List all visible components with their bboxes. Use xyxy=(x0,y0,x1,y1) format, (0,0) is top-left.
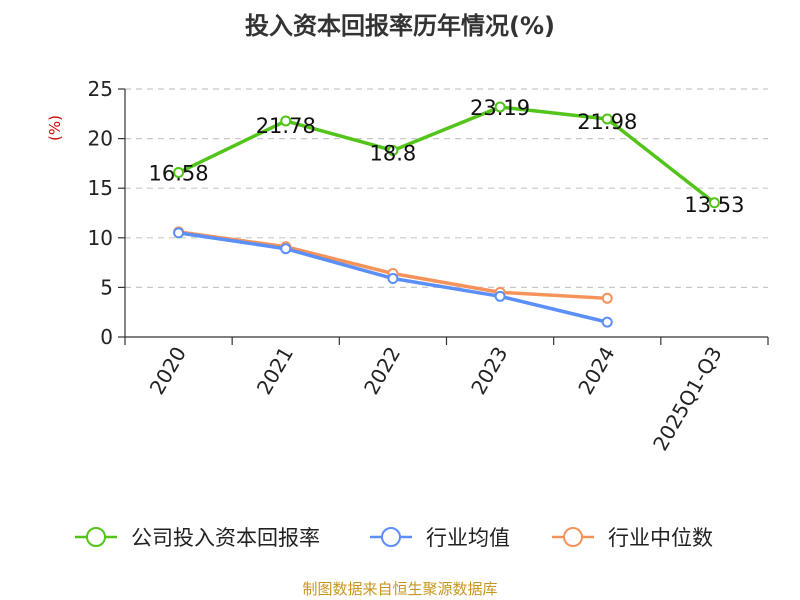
legend-label: 公司投入资本回报率 xyxy=(131,526,320,550)
data-point xyxy=(601,113,613,125)
data-point xyxy=(601,316,613,328)
x-tick-label: 2020 xyxy=(145,343,191,399)
legend: 公司投入资本回报率 行业均值 行业中位数 xyxy=(75,526,713,550)
data-point xyxy=(173,167,185,179)
data-label: 13.53 xyxy=(684,193,744,217)
y-tick-label: 10 xyxy=(88,226,113,250)
legend-label: 行业均值 xyxy=(426,526,510,550)
legend-marker xyxy=(563,527,583,547)
data-point xyxy=(494,101,506,113)
data-point xyxy=(708,197,720,209)
data-point xyxy=(494,290,506,302)
x-tick-label: 2024 xyxy=(573,343,619,399)
series-line-0 xyxy=(176,105,717,205)
x-tick-label: 2023 xyxy=(466,343,512,399)
y-tick-label: 0 xyxy=(100,325,113,349)
legend-marker xyxy=(86,527,106,547)
x-tick-label: 2022 xyxy=(359,343,405,399)
data-labels: 16.58 21.78 18.8 23.19 21.98 13.53 xyxy=(149,96,745,217)
data-point xyxy=(280,243,292,255)
axes: 0 5 10 15 20 25 2020 2021 2022 2023 2024 2025Q1-Q3 xyxy=(88,77,769,455)
grid xyxy=(125,88,768,288)
y-tick-label: 20 xyxy=(88,127,113,151)
y-axis-label: (%) xyxy=(46,115,64,141)
data-label: 21.78 xyxy=(256,114,316,138)
data-point xyxy=(173,227,185,239)
legend-label: 行业中位数 xyxy=(608,526,713,550)
series-layer xyxy=(173,101,720,328)
chart-title: 投入资本回报率历年情况(%) xyxy=(245,12,555,40)
data-label: 18.8 xyxy=(370,142,417,166)
x-tick-label: 2025Q1-Q3 xyxy=(648,343,727,455)
data-label: 21.98 xyxy=(577,110,637,134)
y-tick-label: 5 xyxy=(100,275,113,299)
data-point xyxy=(280,115,292,127)
x-tick-label: 2021 xyxy=(252,343,298,399)
data-point xyxy=(387,145,399,157)
y-tick-label: 15 xyxy=(88,176,113,200)
data-point xyxy=(387,272,399,284)
data-point xyxy=(601,292,613,304)
data-label: 16.58 xyxy=(149,162,209,186)
legend-marker xyxy=(381,527,401,547)
y-tick-label: 25 xyxy=(88,77,113,101)
data-label: 23.19 xyxy=(470,96,530,120)
source-note: 制图数据来自恒生聚源数据库 xyxy=(302,580,497,598)
